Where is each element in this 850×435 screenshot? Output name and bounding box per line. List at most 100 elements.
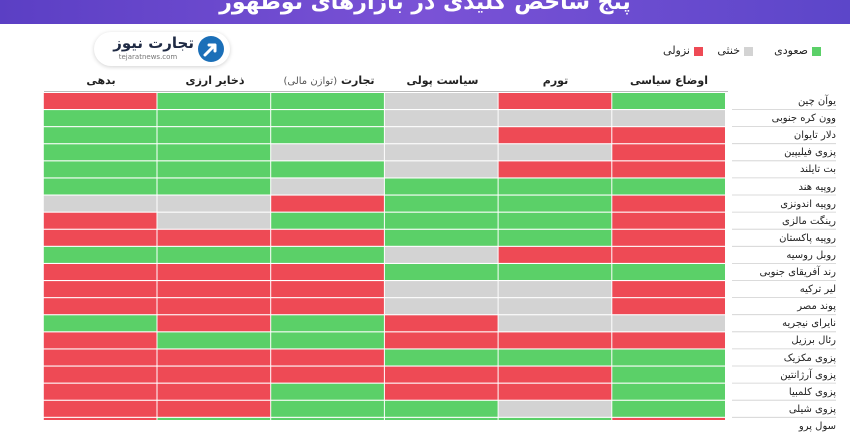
heatmap-cell xyxy=(271,110,384,127)
heatmap-cell xyxy=(271,161,384,178)
heatmap-cell xyxy=(498,212,612,229)
heatmap-cell xyxy=(43,229,157,246)
heatmap-cell xyxy=(384,212,498,229)
heatmap-cell xyxy=(384,298,498,315)
heatmap-cell xyxy=(612,161,725,178)
heatmap-cell xyxy=(384,281,498,298)
heatmap-cell xyxy=(384,195,498,212)
heatmap-cell xyxy=(157,400,271,417)
heatmap-cell xyxy=(498,246,612,263)
column-header-label: اوضاع سیاسی xyxy=(629,74,709,87)
heatmap-cell xyxy=(43,332,157,349)
heatmap-cell xyxy=(271,178,384,195)
row-label: یوآن چین xyxy=(797,96,836,107)
heatmap-cell xyxy=(271,127,384,144)
heatmap-cell xyxy=(384,110,498,127)
heatmap-cell xyxy=(498,366,612,383)
heatmap-cell xyxy=(157,366,271,383)
heatmap-cell xyxy=(498,400,612,417)
column-header-sublabel: (توازن مالی) xyxy=(283,76,338,87)
heatmap-cell xyxy=(271,298,384,315)
legend-item-down: نزولی xyxy=(654,44,704,60)
heatmap-cell xyxy=(157,246,271,263)
heatmap-cell xyxy=(384,144,498,161)
column-header-inflation: تورم xyxy=(499,74,612,90)
heatmap-cell xyxy=(157,212,271,229)
heatmap-cell xyxy=(612,229,725,246)
heatmap-cell xyxy=(384,127,498,144)
heatmap-cell xyxy=(43,349,157,366)
heatmap-cell xyxy=(498,178,612,195)
heatmap-cell xyxy=(271,281,384,298)
heatmap-cell xyxy=(384,161,498,178)
heatmap-cell xyxy=(498,281,612,298)
heatmap-cell xyxy=(43,195,157,212)
heatmap-cell xyxy=(157,144,271,161)
row-label: رینگت مالزی xyxy=(782,215,836,227)
heatmap-cell xyxy=(498,229,612,246)
top-banner: پنج شاخص کلیدی در بازارهای نوظهور xyxy=(0,0,850,24)
heatmap-cell xyxy=(157,195,271,212)
heatmap-cell xyxy=(384,264,498,280)
row-label: پوند مصر xyxy=(797,301,836,313)
banner-title: پنج شاخص کلیدی در بازارهای نوظهور xyxy=(219,0,631,15)
heatmap-cell xyxy=(498,383,612,400)
heatmap-cell xyxy=(271,93,384,109)
heatmap-cell xyxy=(612,195,725,212)
heatmap-cell xyxy=(157,229,271,246)
heatmap-cell xyxy=(498,195,612,212)
column-header-fx-reserves: ذخایر ارزی xyxy=(158,74,272,90)
heatmap-cell xyxy=(384,383,498,400)
column-header-label: سیاست پولی xyxy=(406,74,479,87)
heatmap-cell xyxy=(157,264,271,280)
column-header-trade: تجارت (توازن مالی) xyxy=(272,74,386,90)
heatmap-cell xyxy=(43,264,157,280)
row-label: وون کره جنوبی xyxy=(771,113,836,125)
legend-label-down: نزولی xyxy=(663,44,690,57)
heatmap-cell xyxy=(384,349,498,366)
heatmap-cell xyxy=(157,315,271,332)
heatmap-cell xyxy=(271,332,384,349)
heatmap-cell xyxy=(612,417,725,420)
legend-swatch-down xyxy=(694,47,703,56)
heatmap-cell xyxy=(498,144,612,161)
heatmap-cell xyxy=(43,127,157,144)
heatmap-cell xyxy=(157,178,271,195)
heatmap-cell xyxy=(498,161,612,178)
row-label: پزوی فیلیپین xyxy=(784,147,836,159)
heatmap-cell xyxy=(498,127,612,144)
row-label: رند آفریقای جنوبی xyxy=(759,267,837,278)
heatmap-cell xyxy=(612,298,725,315)
heatmap-cell xyxy=(612,400,725,417)
heatmap-cell xyxy=(612,349,725,366)
row-label: پزوی مکزیک xyxy=(783,352,836,364)
heatmap-cell xyxy=(271,315,384,332)
row-label: لیر ترکیه xyxy=(799,284,836,296)
heatmap-cell xyxy=(157,298,271,315)
column-header-label: تورم xyxy=(542,74,569,87)
heatmap-cell xyxy=(271,349,384,366)
row-label: پزوی کلمبیا xyxy=(788,386,836,398)
legend-label-up: صعودی xyxy=(774,44,808,57)
heatmap-cell xyxy=(612,110,725,127)
legend-label-neutral: خنثی xyxy=(717,44,740,57)
heatmap-cell xyxy=(43,93,157,109)
row-label: پزوی آرژانتین xyxy=(780,369,836,381)
heatmap-cell xyxy=(157,110,271,127)
heatmap-cell xyxy=(157,161,271,178)
heatmap-cell xyxy=(157,349,271,366)
logo-url: tejaratnews.com xyxy=(118,53,178,61)
heatmap-cell xyxy=(43,178,157,195)
heatmap-cell xyxy=(384,332,498,349)
heatmap-cell xyxy=(43,144,157,161)
heatmap-cell xyxy=(43,400,157,417)
logo: تجارت نیوز tejaratnews.com xyxy=(94,32,230,66)
heatmap-cell xyxy=(43,315,157,332)
heatmap-cell xyxy=(43,366,157,383)
heatmap-cell xyxy=(157,127,271,144)
heatmap-cell xyxy=(612,93,725,109)
heatmap-cell xyxy=(43,161,157,178)
heatmap-cell xyxy=(271,417,384,420)
heatmap-cell xyxy=(271,212,384,229)
row-label: سول پرو xyxy=(798,420,836,432)
